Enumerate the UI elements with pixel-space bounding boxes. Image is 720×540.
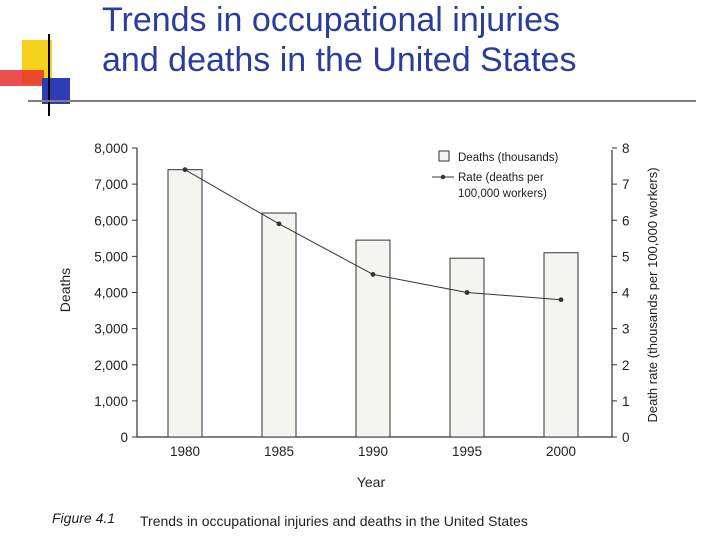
y2-tick-label: 1 bbox=[622, 394, 630, 409]
x-tick-label: 1980 bbox=[170, 444, 200, 459]
bar-1995 bbox=[449, 257, 485, 438]
decor-vertical-line bbox=[48, 34, 50, 116]
y-tick-label: 1,000 bbox=[94, 394, 128, 409]
legend-rate-label-2: 100,000 workers) bbox=[458, 188, 547, 200]
y2-tick-label: 0 bbox=[622, 430, 630, 445]
y2-tick-label: 5 bbox=[622, 249, 630, 264]
legend: Deaths (thousands) Rate (deaths per 100,… bbox=[432, 150, 559, 200]
y-axis-label: Deaths bbox=[57, 268, 73, 312]
right-y-ticks: 0 1 2 3 4 5 6 7 8 bbox=[612, 141, 630, 445]
caption-figure-label: Figure 4.1 bbox=[52, 510, 115, 526]
decor-blue-square bbox=[42, 78, 70, 104]
bar-1980 bbox=[167, 169, 203, 438]
y-tick-label: 2,000 bbox=[94, 358, 128, 373]
rate-series bbox=[182, 167, 564, 303]
x-tick-label: 1985 bbox=[264, 444, 294, 459]
y2-tick-label: 3 bbox=[622, 322, 630, 337]
x-tick-label: 1990 bbox=[358, 444, 388, 459]
bar-1990 bbox=[355, 239, 391, 438]
y2-tick-label: 4 bbox=[622, 286, 630, 301]
x-tick-label: 2000 bbox=[546, 444, 576, 459]
deaths-bars bbox=[167, 169, 579, 438]
slide-title-line-1: Trends in occupational injuries bbox=[102, 1, 560, 39]
legend-line-marker bbox=[440, 174, 446, 180]
title-underline bbox=[28, 100, 696, 102]
y-tick-label: 5,000 bbox=[94, 249, 128, 264]
rate-point-1980 bbox=[182, 167, 188, 173]
caption-text: Trends in occupational injuries and deat… bbox=[140, 513, 528, 529]
y-tick-label: 3,000 bbox=[94, 322, 128, 337]
rate-point-1985 bbox=[276, 221, 282, 227]
y-tick-label: 0 bbox=[120, 430, 128, 445]
y2-tick-label: 7 bbox=[622, 177, 630, 192]
legend-deaths-label: Deaths (thousands) bbox=[458, 152, 559, 164]
y-tick-label: 4,000 bbox=[94, 286, 128, 301]
bar-1985 bbox=[261, 212, 297, 438]
y2-axis-label: Death rate (thousands per 100,000 worker… bbox=[645, 167, 660, 422]
rate-point-2000 bbox=[558, 297, 564, 303]
decor-red-bar bbox=[0, 70, 44, 86]
y-tick-label: 7,000 bbox=[94, 177, 128, 192]
rate-point-1995 bbox=[464, 290, 470, 295]
y2-tick-label: 6 bbox=[622, 213, 630, 228]
y-tick-label: 6,000 bbox=[94, 213, 128, 228]
y-tick-label: 8,000 bbox=[94, 141, 128, 156]
legend-bar-swatch bbox=[438, 150, 450, 162]
left-y-ticks: 0 1,000 2,000 3,000 4,000 5,000 6,000 7,000 8,00… bbox=[94, 141, 137, 445]
y2-tick-label: 8 bbox=[622, 141, 630, 156]
x-axis-label: Year bbox=[357, 474, 386, 490]
rate-point-1990 bbox=[370, 272, 376, 277]
y2-tick-label: 2 bbox=[622, 358, 630, 373]
x-tick-label: 1995 bbox=[452, 444, 482, 459]
slide-title: Trends in occupational injuries and deat… bbox=[102, 0, 702, 80]
slide-title-line-2: and deaths in the United States bbox=[102, 41, 577, 79]
x-tick-labels: 1980 1985 1990 1995 2000 bbox=[170, 444, 576, 459]
bar-2000 bbox=[543, 252, 579, 438]
legend-rate-label-1: Rate (deaths per bbox=[458, 172, 544, 184]
